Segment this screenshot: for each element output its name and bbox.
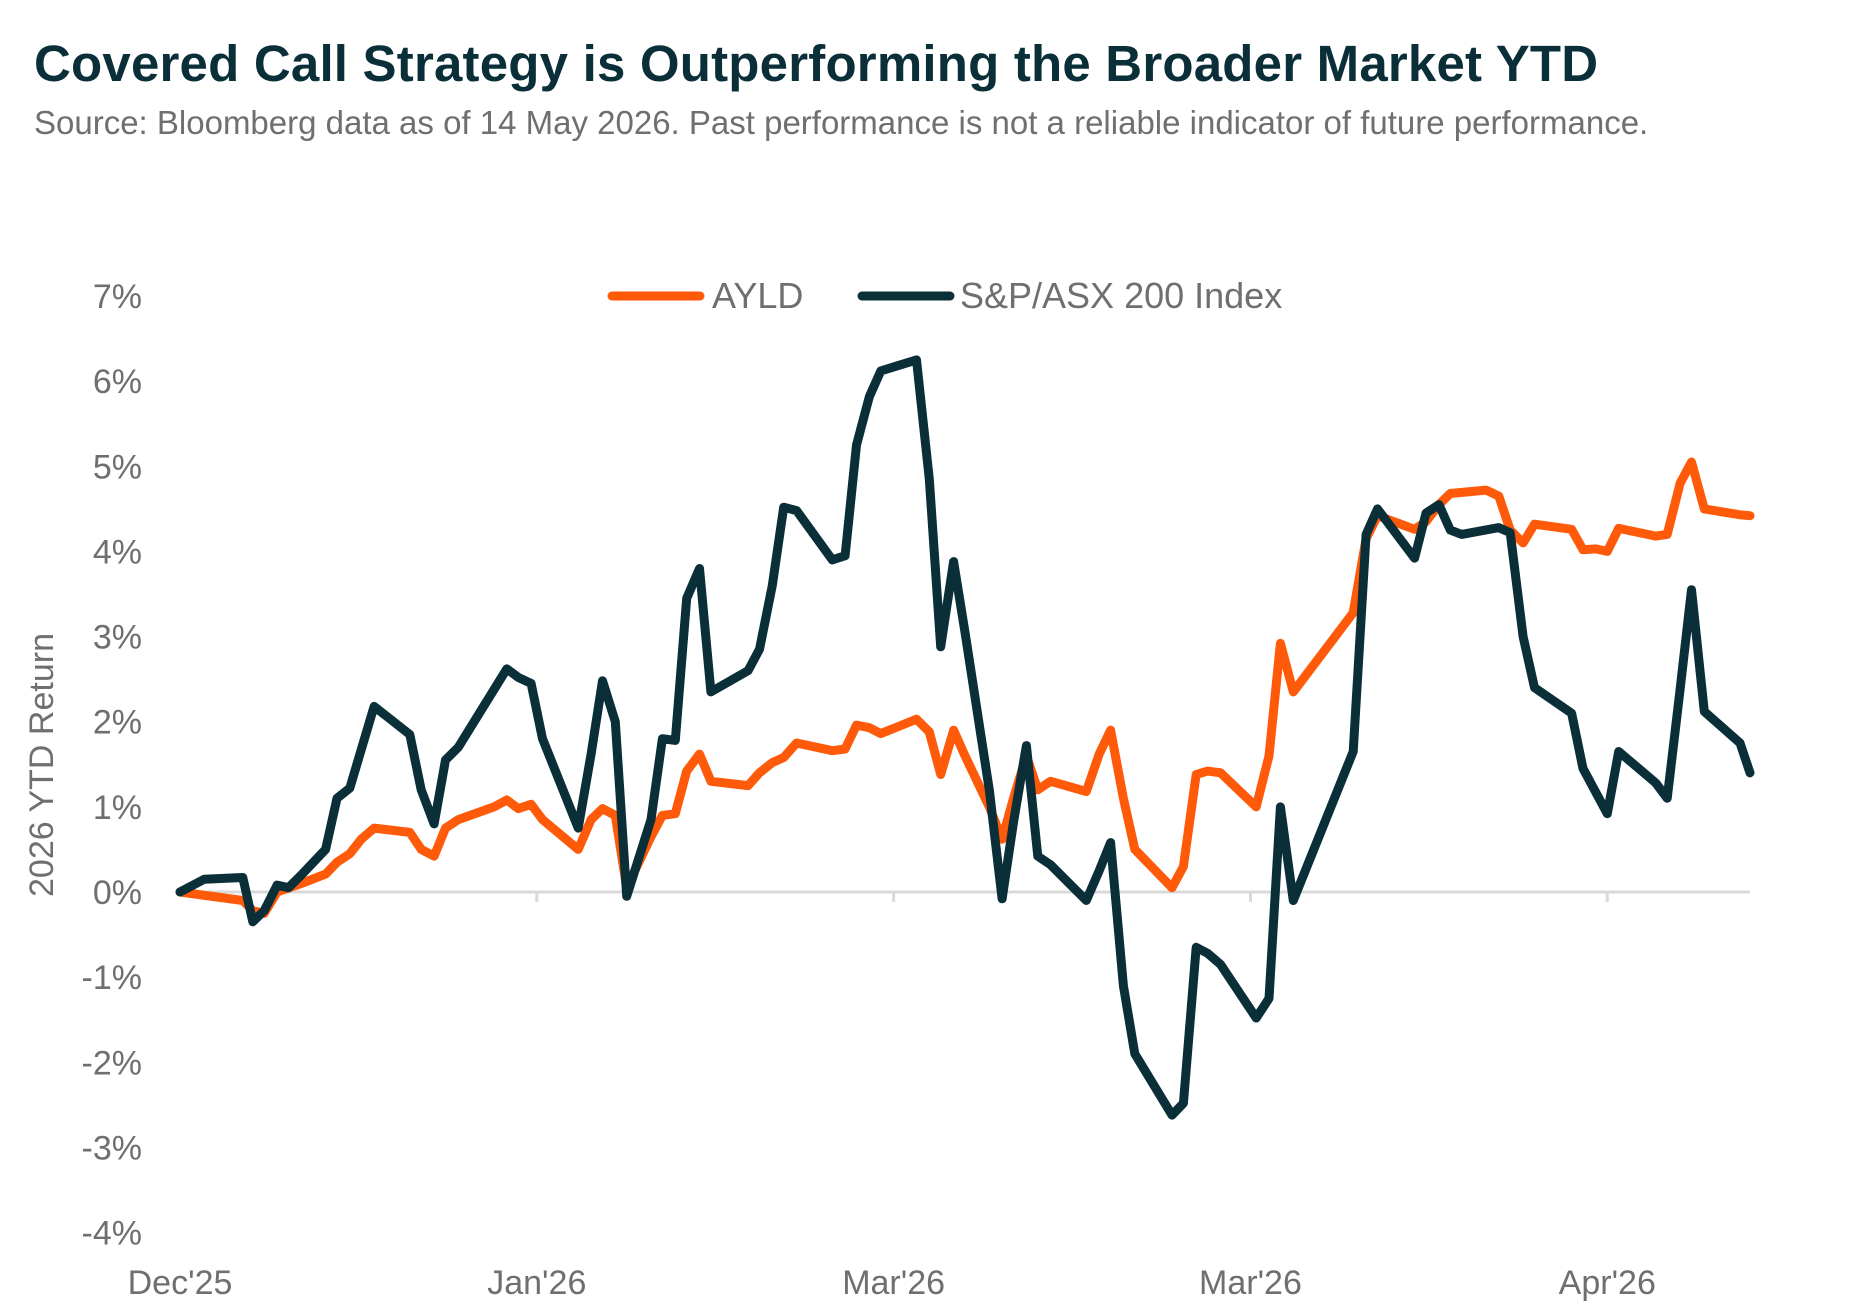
x-tick-label: Mar'26 [842,1264,945,1302]
legend-label: S&P/ASX 200 Index [960,275,1282,316]
y-tick-label: 0% [93,874,142,912]
x-tick-label: Mar'26 [1199,1264,1302,1302]
y-tick-label: 2% [93,704,142,742]
ayld-series-line [175,457,1755,918]
legend-label: AYLD [712,275,803,316]
chart-title: Covered Call Strategy is Outperforming t… [34,35,1599,92]
chart-series [175,355,1755,1120]
y-tick-label: 5% [93,448,142,486]
asx200-series-line [175,355,1755,1120]
x-tick-label: Jan'26 [487,1264,586,1302]
y-tick-label: 7% [93,278,142,316]
chart-subtitle: Source: Bloomberg data as of 14 May 2026… [34,104,1649,141]
y-axis-ticks: 7% 6% 5% 4% 3% 2% 1% 0% -1% -2% -3% -4% [82,278,142,1253]
y-tick-label: 4% [93,533,142,571]
y-tick-label: 6% [93,363,142,401]
chart-legend: AYLD S&P/ASX 200 Index [607,275,1282,316]
y-axis-label: 2026 YTD Return [23,633,61,897]
y-tick-label: -4% [82,1215,142,1253]
x-axis-ticks: Dec'25 Jan'26 Mar'26 Mar'26 Apr'26 [128,892,1656,1302]
y-tick-label: -2% [82,1044,142,1082]
y-tick-label: -1% [82,959,142,997]
y-tick-label: -3% [82,1129,142,1167]
x-tick-label: Apr'26 [1559,1264,1656,1302]
y-tick-label: 3% [93,619,142,657]
y-tick-label: 1% [93,789,142,827]
x-tick-label: Dec'25 [128,1264,233,1302]
